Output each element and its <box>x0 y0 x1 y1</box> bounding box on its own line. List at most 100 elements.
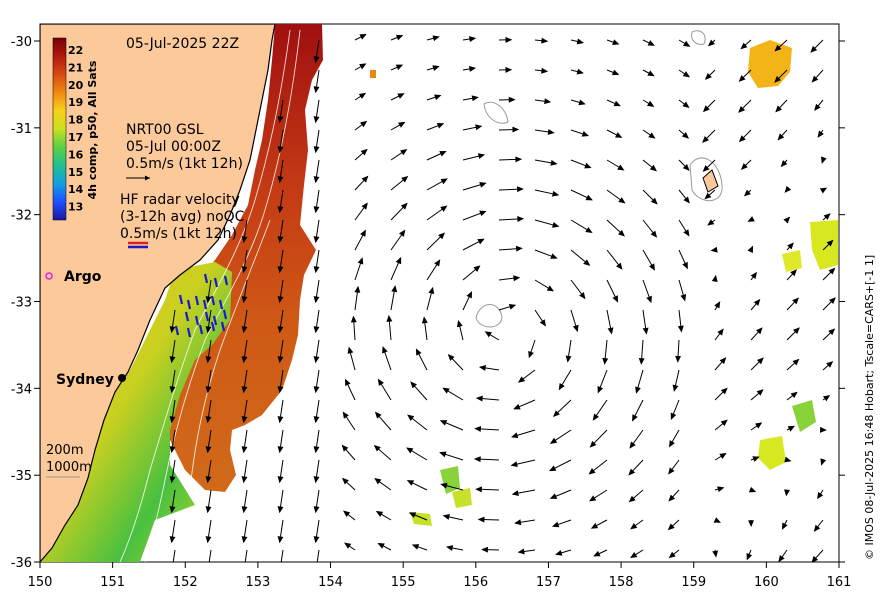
current-arrow <box>588 459 608 475</box>
current-arrow <box>244 549 248 562</box>
current-arrow <box>786 297 800 311</box>
current-arrow <box>241 399 248 424</box>
current-arrow <box>241 489 248 514</box>
current-arrow <box>241 369 248 394</box>
current-arrow <box>498 126 520 133</box>
y-tick-label: -36 <box>11 556 32 571</box>
current-arrow <box>277 99 284 124</box>
current-arrow <box>169 369 176 394</box>
bathy-contour <box>691 30 706 45</box>
current-arrow <box>277 519 284 544</box>
current-arrow <box>344 542 356 551</box>
current-arrow <box>411 544 428 551</box>
colorbar-tick-label: 14 <box>68 183 84 196</box>
radar-legend-line1: HF radar velocity <box>120 192 240 208</box>
current-arrow <box>354 148 368 161</box>
current-arrow <box>440 482 464 491</box>
current-arrow <box>714 486 725 493</box>
current-arrow <box>354 33 367 41</box>
current-arrow <box>277 399 284 424</box>
current-arrow <box>781 519 788 530</box>
current-arrow <box>678 99 690 108</box>
radar-vector <box>202 299 208 310</box>
current-arrow <box>426 286 435 311</box>
current-arrow <box>205 519 212 544</box>
current-arrow <box>172 549 176 562</box>
sst-patch-s2 <box>452 488 472 508</box>
current-arrow <box>675 339 682 363</box>
sydney-label: Sydney <box>56 372 114 388</box>
radar-vector <box>218 299 224 310</box>
current-arrow <box>447 353 464 371</box>
current-arrow <box>313 369 320 394</box>
current-arrow <box>473 456 500 463</box>
current-arrow <box>426 259 441 281</box>
current-arrow <box>169 429 176 454</box>
current-arrow <box>783 216 791 224</box>
current-arrow <box>374 478 392 491</box>
current-arrow <box>714 301 721 311</box>
radar-vector <box>213 277 219 288</box>
current-arrow <box>390 285 398 311</box>
current-arrow <box>241 219 248 244</box>
sst-patch-e1 <box>810 220 838 270</box>
y-tick-label: -30 <box>11 35 32 50</box>
current-arrow <box>462 182 487 191</box>
current-arrow <box>386 314 393 341</box>
current-arrow <box>668 459 680 475</box>
current-arrow <box>205 459 212 484</box>
current-arrow <box>630 519 644 530</box>
current-arrow <box>570 309 579 333</box>
current-arrow <box>630 549 644 559</box>
radar-vector <box>194 295 200 306</box>
current-arrow <box>205 489 212 514</box>
current-arrow <box>750 271 758 281</box>
current-arrow <box>354 257 364 281</box>
x-axis: 150 151 152 153 154 155 156 157 158 159 160 161 <box>28 562 851 590</box>
current-arrow <box>313 249 320 274</box>
current-arrow <box>821 156 827 164</box>
current-arrow <box>375 510 392 521</box>
sst-patch-e3 <box>792 400 816 432</box>
current-arrow <box>642 249 656 271</box>
current-arrow <box>517 548 536 555</box>
current-arrow <box>714 387 728 401</box>
current-arrow <box>478 365 500 371</box>
colorbar-tick-label: 15 <box>68 166 83 179</box>
current-arrow <box>484 331 500 341</box>
current-arrow <box>390 175 409 191</box>
current-arrow <box>642 129 656 139</box>
current-arrow <box>474 425 500 432</box>
current-arrow <box>738 129 752 143</box>
x-tick-label: 159 <box>681 575 706 590</box>
current-arrow <box>277 339 284 364</box>
current-arrow <box>390 202 408 221</box>
current-arrow <box>426 232 446 251</box>
current-arrow <box>632 399 644 422</box>
depth-200-label: 200m <box>46 443 83 458</box>
current-arrow <box>606 279 619 303</box>
land-area <box>40 24 276 562</box>
current-arrow <box>241 519 248 544</box>
radar-legend-line3: 0.5m/s (1kt 12h) <box>120 226 237 242</box>
current-arrow <box>750 357 764 371</box>
current-arrow <box>714 357 727 371</box>
current-arrow <box>713 517 721 523</box>
island-lord-howe <box>702 169 719 193</box>
current-arrow <box>750 327 763 341</box>
current-arrow <box>570 99 586 106</box>
current-arrow <box>477 516 500 523</box>
current-arrow <box>313 279 320 304</box>
current-arrow <box>570 189 593 201</box>
current-arrow <box>313 519 320 544</box>
current-arrow <box>786 242 794 251</box>
current-arrow <box>277 129 284 154</box>
current-arrow <box>707 39 716 47</box>
current-arrow <box>642 279 652 304</box>
x-tick-label: 157 <box>536 575 561 590</box>
current-arrow <box>811 549 824 562</box>
radar-vector <box>178 294 184 305</box>
current-arrow <box>277 279 284 304</box>
current-arrow <box>205 399 212 424</box>
current-arrow <box>205 339 212 364</box>
